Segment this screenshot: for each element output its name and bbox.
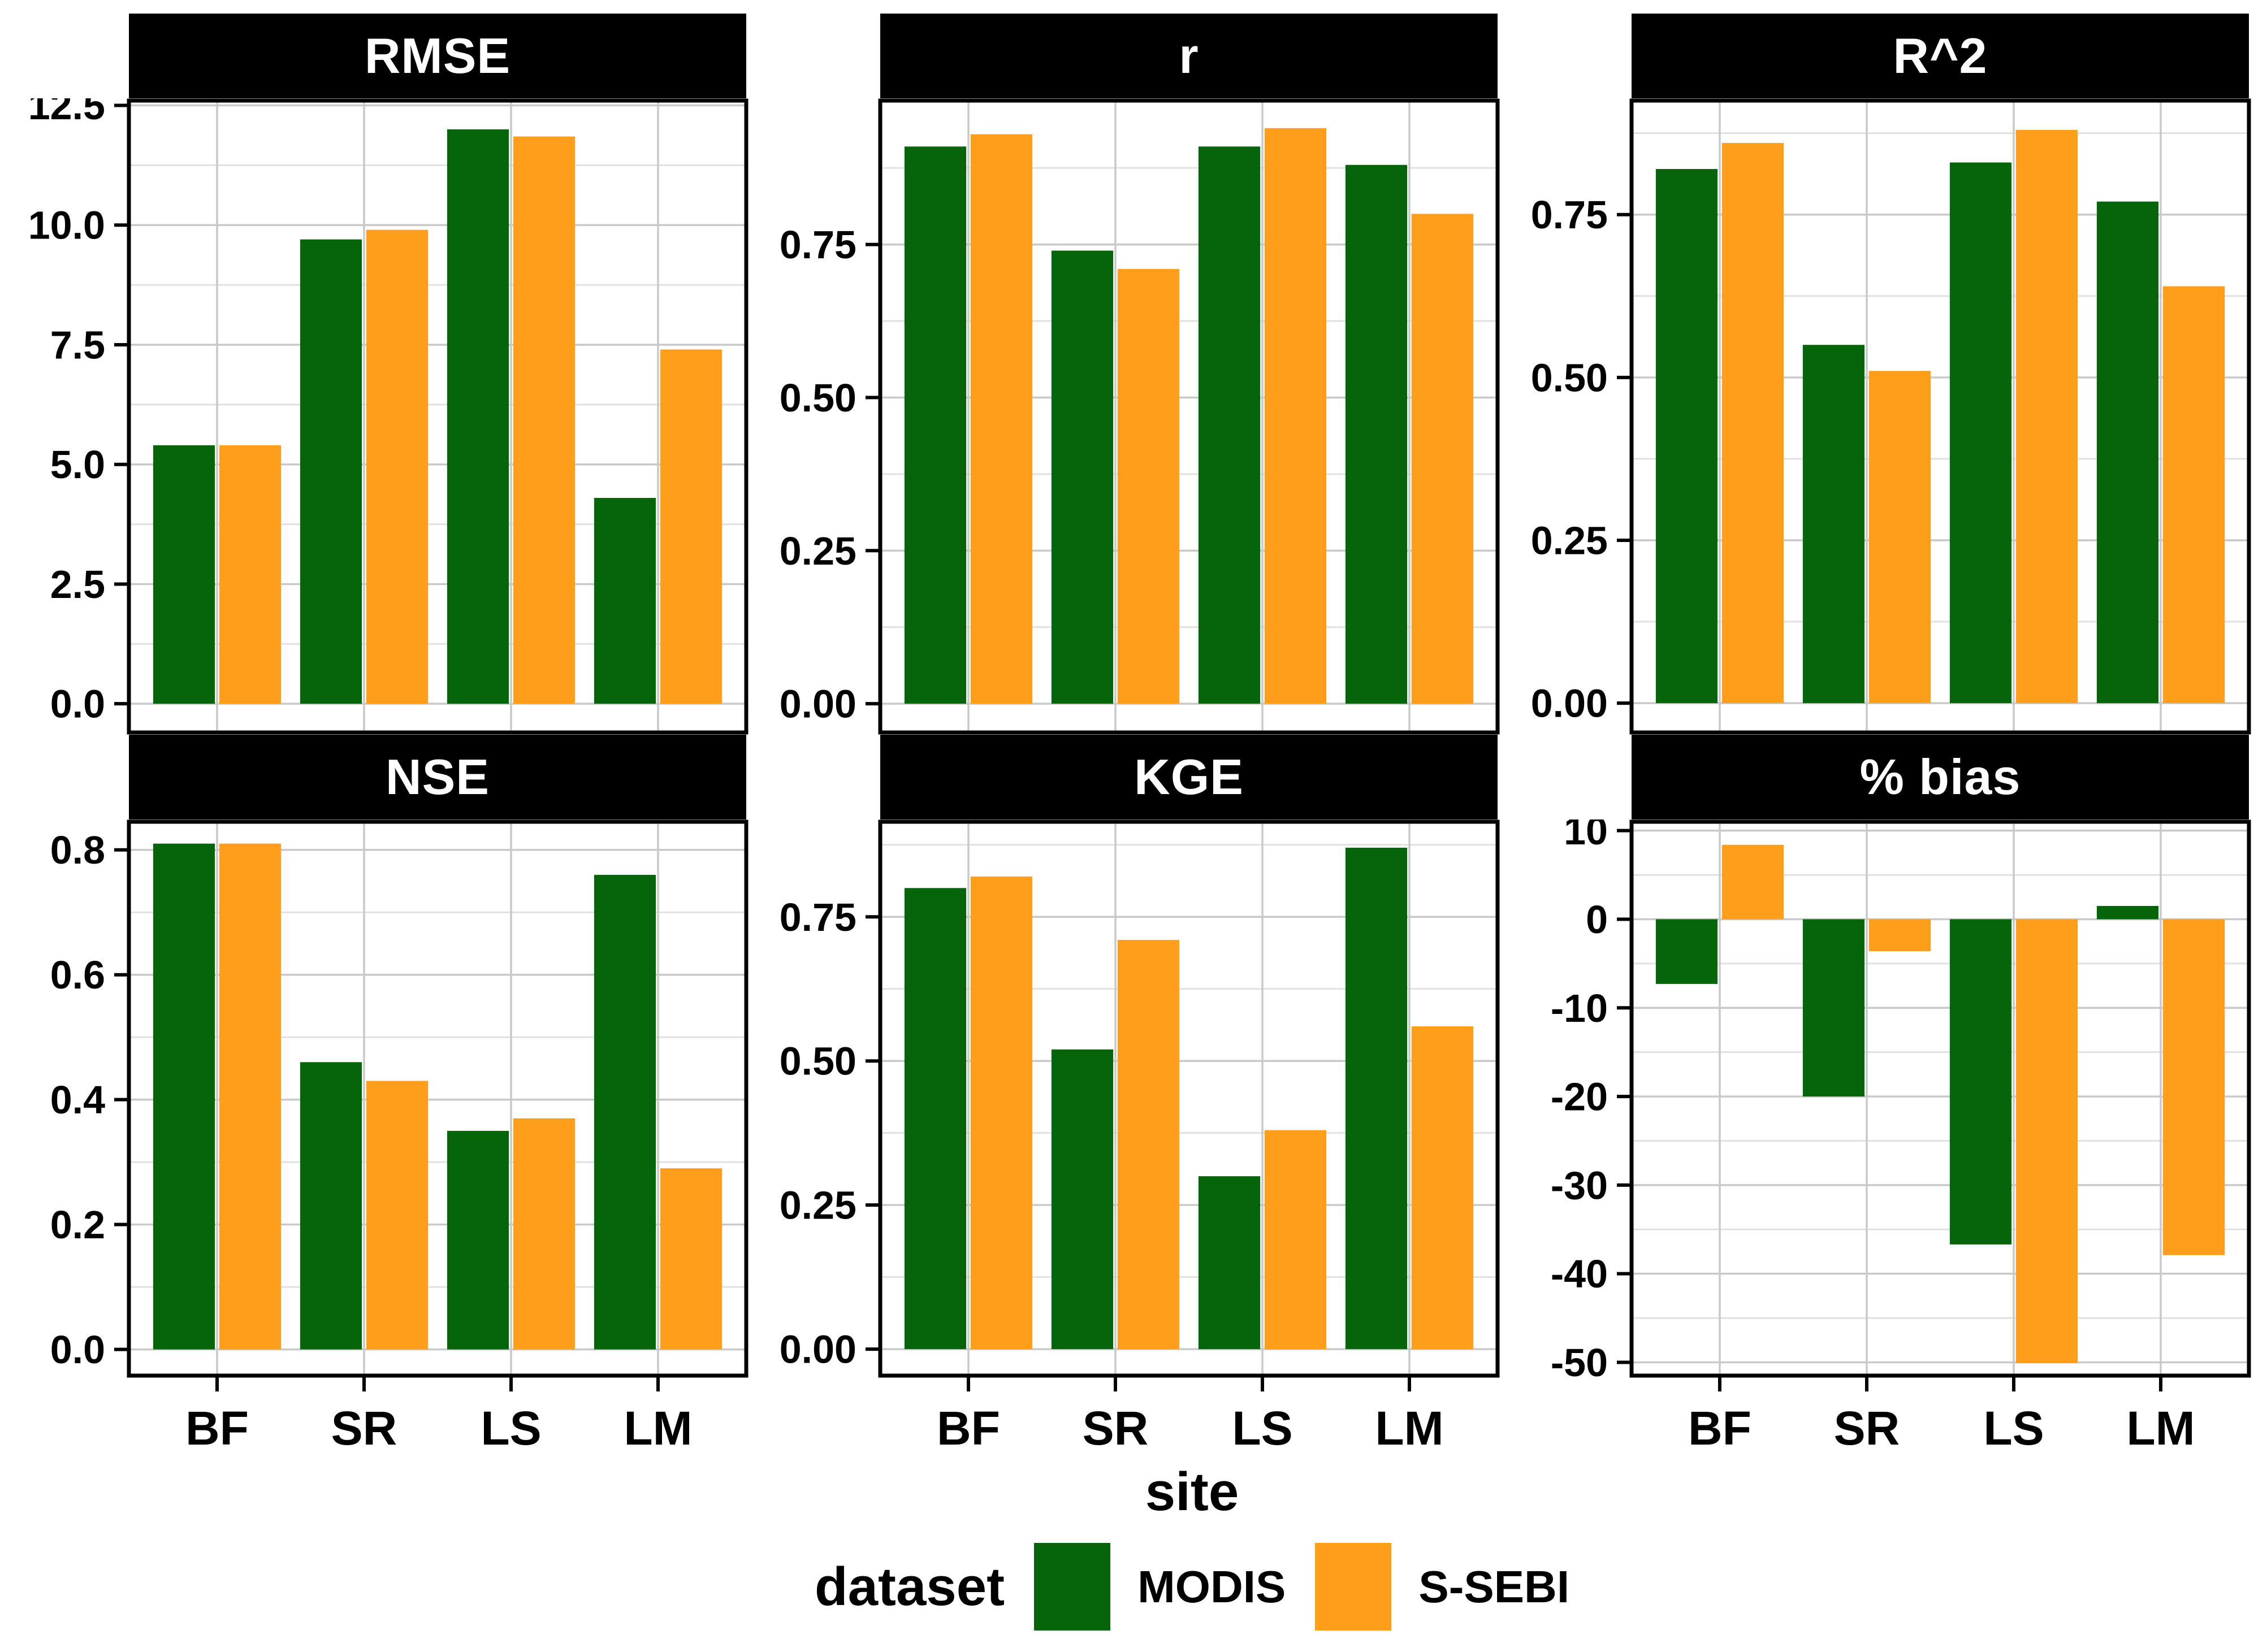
svg-text:10: 10 (1564, 820, 1608, 853)
svg-text:-20: -20 (1551, 1075, 1608, 1119)
legend-key-ssebi-swatch (1315, 1543, 1392, 1631)
svg-text:SR: SR (331, 1402, 397, 1455)
svg-text:-30: -30 (1551, 1163, 1608, 1207)
svg-text:LM: LM (1375, 1402, 1443, 1455)
svg-text:0.8: 0.8 (50, 828, 105, 872)
legend-label-modis: MODIS (1137, 1561, 1286, 1612)
svg-text:-10: -10 (1551, 986, 1608, 1030)
facet-panel-nse: NSE 0.0 0.2 0.4 0.6 0.8 BF SR LS LM (0, 735, 751, 1458)
svg-text:0.0: 0.0 (50, 682, 105, 726)
legend-key-modis-swatch (1034, 1543, 1111, 1631)
svg-text:5.0: 5.0 (50, 443, 105, 487)
svg-text:LM: LM (2126, 1402, 2195, 1455)
svg-text:LS: LS (1983, 1402, 2044, 1455)
facet-strip-rmse: RMSE (129, 14, 746, 98)
plot-nse: 0.0 0.2 0.4 0.6 0.8 BF SR LS LM (50, 820, 749, 1455)
facet-strip-r2: R^2 (1632, 14, 2249, 98)
svg-text:-40: -40 (1551, 1252, 1608, 1296)
plot-r: 0.00 0.25 0.50 0.75 (780, 98, 1500, 735)
facet-title-r: r (1179, 28, 1199, 84)
facet-strip-kge: KGE (880, 735, 1498, 820)
svg-text:0.50: 0.50 (780, 376, 856, 420)
plot-r2: 0.00 0.25 0.50 0.75 (1531, 98, 2251, 735)
svg-text:0.75: 0.75 (1531, 193, 1608, 237)
legend-title: dataset (814, 1556, 1005, 1617)
svg-text:BF: BF (937, 1402, 1000, 1455)
svg-text:0.25: 0.25 (780, 1183, 856, 1228)
facet-title-pct-bias: % bias (1859, 749, 2021, 805)
facet-panel-r2: R^2 0.00 0.25 0.50 0.75 (1503, 14, 2254, 735)
svg-text:0: 0 (1586, 897, 1608, 942)
facet-panel-r: r 0.00 0.25 0.50 0.75 (751, 14, 1503, 735)
svg-text:BF: BF (185, 1402, 249, 1455)
facet-title-kge: KGE (1134, 749, 1244, 805)
svg-text:0.25: 0.25 (1531, 518, 1608, 562)
facet-title-r2: R^2 (1893, 28, 1988, 84)
facet-strip-nse: NSE (129, 735, 746, 820)
legend: dataset MODIS S-SEBI (0, 1543, 2254, 1631)
svg-text:0.25: 0.25 (780, 529, 856, 573)
svg-text:SR: SR (1083, 1402, 1149, 1455)
svg-text:SR: SR (1834, 1402, 1900, 1455)
plot-pct-bias: 10 0 -10 -20 -30 -40 -50 BF SR LS LM (1551, 820, 2251, 1455)
plot-kge: 0.00 0.25 0.50 0.75 BF SR LS LM (780, 820, 1500, 1455)
svg-text:LM: LM (624, 1402, 692, 1455)
facet-panel-kge: KGE 0.00 0.25 0.50 0.75 BF SR LS LM (751, 735, 1503, 1458)
svg-text:2.5: 2.5 (50, 562, 105, 606)
svg-text:BF: BF (1688, 1402, 1751, 1455)
svg-text:0.4: 0.4 (50, 1078, 105, 1122)
svg-text:0.50: 0.50 (780, 1039, 856, 1083)
facet-title-nse: NSE (386, 749, 490, 805)
facet-panel-pct-bias: % bias 10 0 -10 -20 -30 -40 -50 BF SR LS LM (1503, 735, 2254, 1458)
facet-grid: RMSE 0.0 2.5 5.0 7.5 10.0 12.5 r 0.00 0.25 0.50… (0, 14, 2254, 1458)
svg-text:0.75: 0.75 (780, 223, 856, 267)
svg-text:12.5: 12.5 (28, 98, 105, 128)
facet-strip-pct-bias: % bias (1632, 735, 2249, 820)
legend-item-modis: MODIS (1034, 1543, 1286, 1631)
svg-text:0.00: 0.00 (1531, 682, 1608, 726)
svg-text:0.2: 0.2 (50, 1203, 105, 1247)
facet-panel-rmse: RMSE 0.0 2.5 5.0 7.5 10.0 12.5 (0, 14, 751, 735)
facet-strip-r: r (880, 14, 1498, 98)
legend-item-ssebi: S-SEBI (1315, 1543, 1569, 1631)
svg-text:0.00: 0.00 (780, 682, 856, 726)
svg-text:LS: LS (481, 1402, 541, 1455)
svg-text:0.50: 0.50 (1531, 355, 1608, 400)
svg-text:0.0: 0.0 (50, 1328, 105, 1372)
svg-text:10.0: 10.0 (28, 203, 105, 248)
legend-label-ssebi: S-SEBI (1418, 1561, 1570, 1612)
plot-rmse: 0.0 2.5 5.0 7.5 10.0 12.5 (28, 98, 749, 735)
svg-text:7.5: 7.5 (50, 323, 105, 367)
x-axis-title: site (1145, 1462, 1239, 1522)
svg-text:0.00: 0.00 (780, 1328, 856, 1372)
svg-text:0.75: 0.75 (780, 895, 856, 939)
facet-title-rmse: RMSE (364, 28, 511, 84)
svg-text:0.6: 0.6 (50, 953, 105, 997)
svg-text:-50: -50 (1551, 1341, 1608, 1385)
svg-text:LS: LS (1232, 1402, 1292, 1455)
